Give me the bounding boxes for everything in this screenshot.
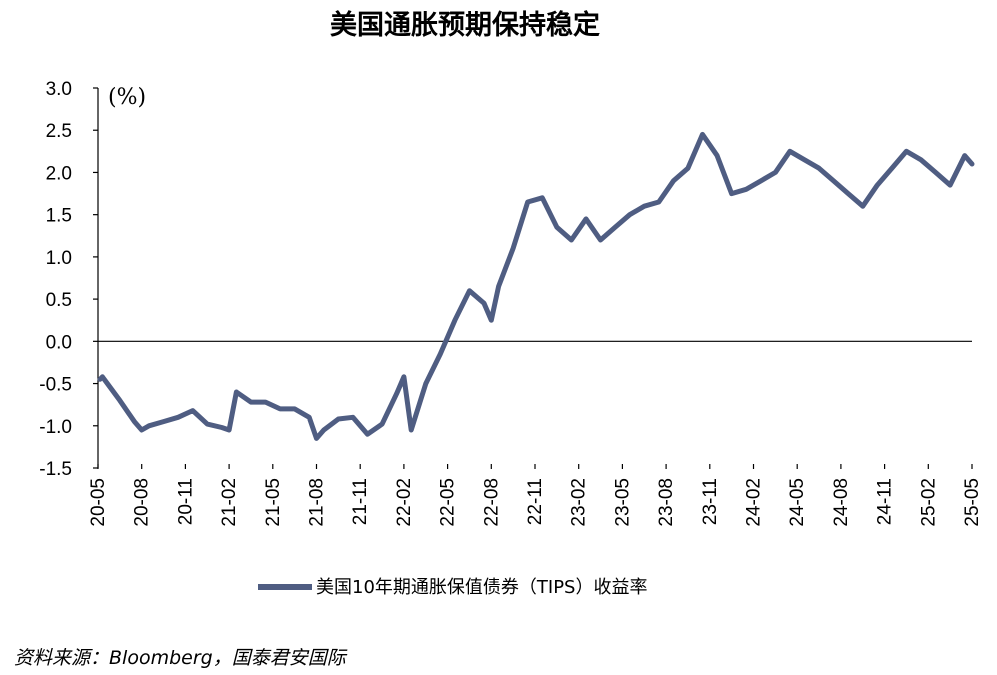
y-tick-label: 2.0 <box>46 163 72 184</box>
x-tick-label: 23-08 <box>656 478 677 527</box>
x-tick-label: 20-05 <box>88 478 109 527</box>
y-tick-label: 0.5 <box>46 290 72 311</box>
y-axis: 3.0 2.5 2.0 1.5 1.0 0.5 0.0 -0.5 -1.0 -1.5 <box>39 79 99 480</box>
x-tick-label: 24-05 <box>787 478 808 527</box>
y-tick-label: 0.0 <box>46 332 72 353</box>
source-note: 资料来源：Bloomberg，国泰君安国际 <box>14 647 348 669</box>
legend-label: 美国10年期通胀保值债券（TIPS）收益率 <box>316 577 648 598</box>
x-tick-label: 22-08 <box>481 478 502 527</box>
x-tick-label: 23-02 <box>569 478 590 527</box>
chart-title: 美国通胀预期保持稳定 <box>330 9 600 41</box>
x-tick-label: 25-05 <box>962 478 983 527</box>
series-line-tips-yield <box>97 131 975 441</box>
x-tick-label: 22-11 <box>525 478 546 525</box>
x-tick-label: 22-05 <box>438 478 459 527</box>
x-tick-label: 24-11 <box>875 478 896 525</box>
x-tick-label: 22-02 <box>394 478 415 527</box>
x-tick-label: 25-02 <box>918 478 939 527</box>
x-tick-label: 20-11 <box>175 478 196 525</box>
y-tick-label: 1.0 <box>46 248 72 269</box>
x-tick-label: 20-08 <box>132 478 153 527</box>
y-tick-label: 2.5 <box>46 121 72 142</box>
y-tick-label: -1.0 <box>39 417 72 438</box>
x-tick-label: 21-08 <box>307 478 328 527</box>
x-tick-label: 23-05 <box>612 478 633 527</box>
y-tick-label: 1.5 <box>46 206 72 227</box>
x-tick-label: 21-05 <box>263 478 284 527</box>
y-tick-label: -1.5 <box>39 459 72 480</box>
legend: 美国10年期通胀保值债券（TIPS）收益率 <box>258 577 648 598</box>
x-tick-label: 24-08 <box>831 478 852 527</box>
x-tick-label: 24-02 <box>744 478 765 527</box>
x-axis: 20-05 20-08 20-11 21-02 21-05 21-08 21-11 22-02… <box>88 464 983 527</box>
x-tick-label: 23-11 <box>700 478 721 525</box>
y-unit-label: (%) <box>108 85 146 110</box>
x-tick-label: 21-11 <box>350 478 371 525</box>
y-tick-label: 3.0 <box>46 79 72 100</box>
x-tick-label: 21-02 <box>219 478 240 527</box>
y-tick-label: -0.5 <box>39 375 72 396</box>
